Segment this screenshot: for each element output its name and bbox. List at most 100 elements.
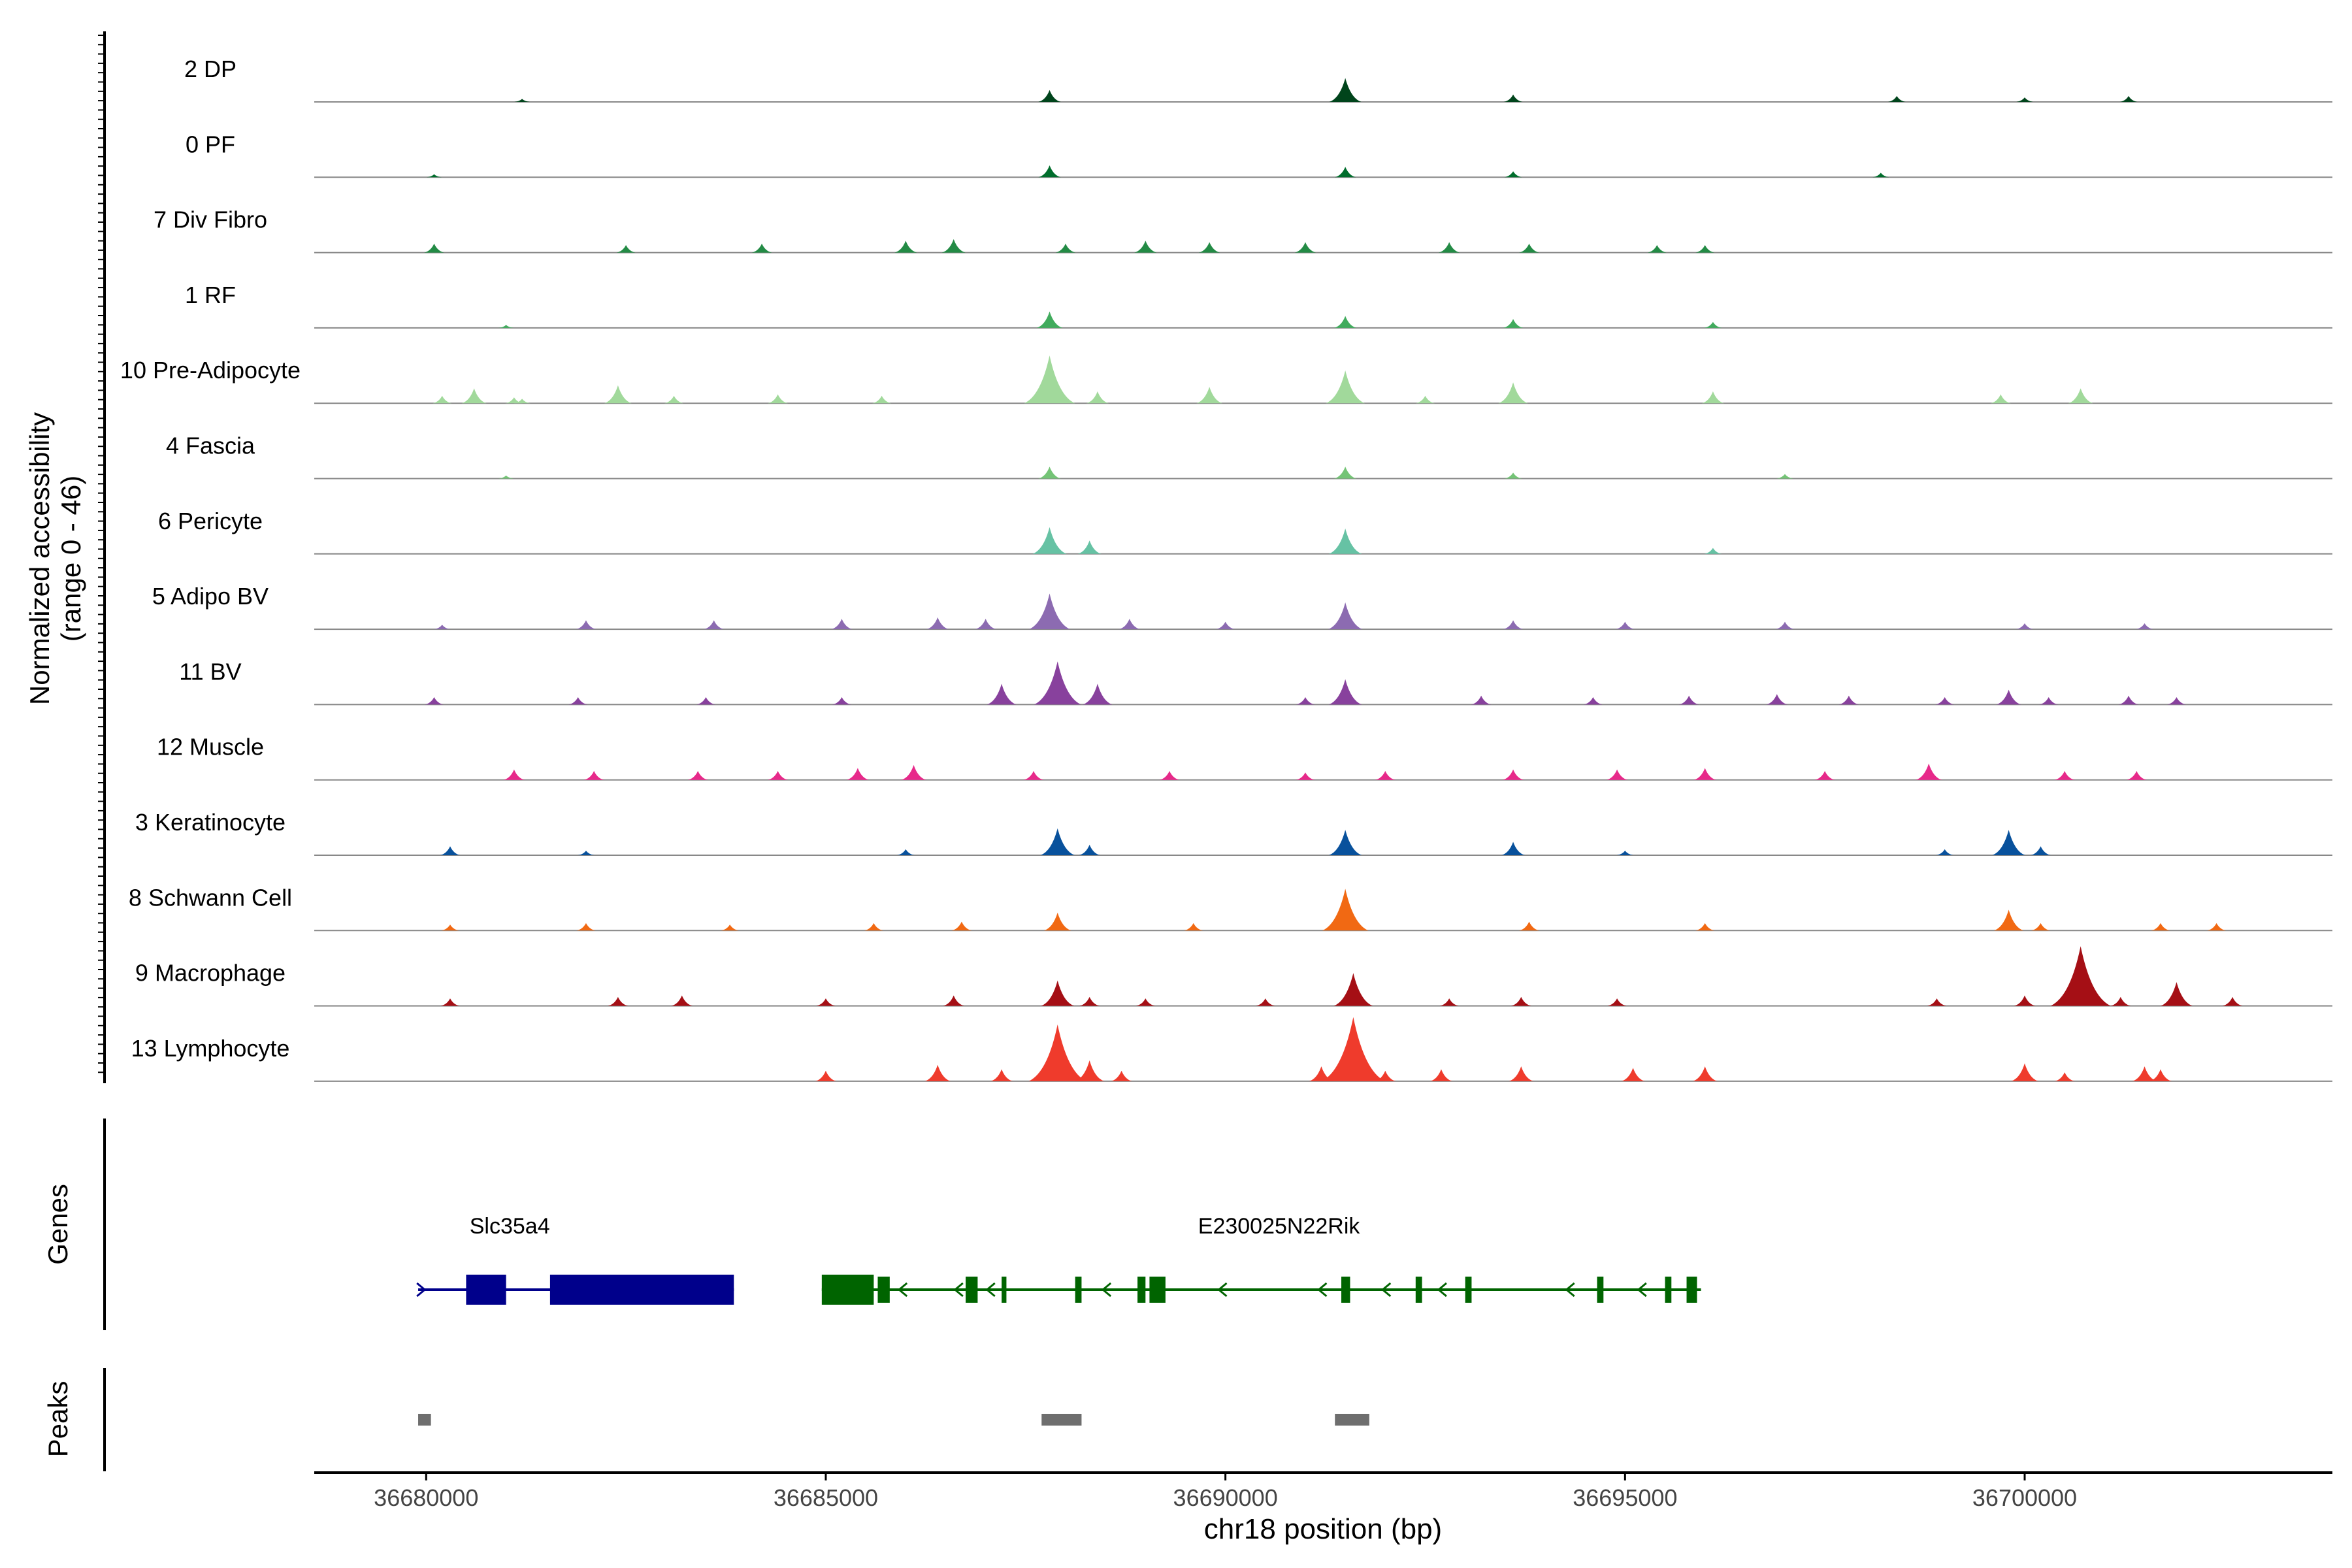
coverage-peak bbox=[1504, 171, 1522, 178]
coverage-peak bbox=[498, 475, 514, 479]
coverage-peak bbox=[1083, 683, 1113, 705]
track: 6 Pericyte bbox=[158, 508, 2332, 555]
coverage-peak bbox=[2135, 623, 2154, 630]
gene-exon bbox=[549, 1275, 734, 1305]
coverage-peak bbox=[1814, 771, 1835, 780]
coverage-peak bbox=[1055, 243, 1076, 253]
coverage-peak bbox=[1028, 1024, 1086, 1081]
coverage-peak bbox=[1134, 240, 1157, 253]
coverage-peak bbox=[1256, 998, 1275, 1006]
coverage-peak bbox=[1504, 472, 1522, 479]
coverage-peak bbox=[1509, 1066, 1534, 1081]
coverage-peak bbox=[576, 620, 596, 630]
coverage-peak bbox=[941, 239, 966, 253]
coverage-peak bbox=[1704, 321, 1722, 328]
strand-arrow bbox=[1217, 1282, 1228, 1298]
coverage-peak bbox=[1111, 1070, 1132, 1081]
coverage-peak bbox=[1375, 1070, 1396, 1081]
coverage-peak bbox=[2207, 923, 2227, 931]
coverage-peak bbox=[1041, 980, 1075, 1006]
coverage-peak bbox=[901, 764, 926, 780]
coverage-peak bbox=[696, 696, 715, 705]
coverage-peak bbox=[1990, 394, 2011, 404]
tracks: 2 DP 0 PF 7 Div Fibro 1 RF 10 Pre-Adipocyte 4… bbox=[120, 56, 2332, 1082]
coverage-peak bbox=[816, 998, 836, 1006]
coverage-peak bbox=[2119, 95, 2138, 102]
coverage-peak bbox=[2110, 996, 2131, 1006]
coverage-peak bbox=[1607, 998, 1627, 1006]
coverage-peak bbox=[2118, 695, 2139, 705]
coverage-peak bbox=[1326, 370, 1365, 404]
track: 13 Lymphocyte bbox=[131, 1017, 2332, 1082]
coverage-peak bbox=[768, 394, 788, 404]
coverage-peak bbox=[1993, 909, 2024, 931]
peak-region bbox=[1041, 1414, 1082, 1426]
track: 1 RF bbox=[185, 282, 2332, 329]
y-axis-label: Normalized accessibility bbox=[24, 412, 55, 705]
coverage-peak bbox=[1511, 996, 1531, 1006]
gene-name-label: E230025N22Rik bbox=[1198, 1214, 1361, 1239]
coverage-peak bbox=[503, 769, 525, 780]
coverage-peak bbox=[1775, 621, 1795, 630]
gene-exon bbox=[1597, 1277, 1604, 1303]
track: 5 Adipo BV bbox=[152, 583, 2332, 630]
track-label: 3 Keratinocyte bbox=[135, 809, 286, 836]
coverage-peak bbox=[1032, 527, 1067, 554]
coverage-peak bbox=[1501, 841, 1526, 855]
coverage-peak bbox=[2151, 923, 2170, 931]
coverage-peak bbox=[1038, 165, 1061, 178]
coverage-peak bbox=[1028, 593, 1071, 630]
gene: E230025N22Rik bbox=[821, 1214, 1701, 1305]
track: 11 BV bbox=[179, 658, 2332, 706]
coverage-peak bbox=[990, 1069, 1013, 1081]
coverage-peak bbox=[2014, 995, 2036, 1006]
coverage-peak bbox=[616, 245, 636, 253]
coverage-peak bbox=[1036, 311, 1063, 328]
strand-arrow bbox=[1565, 1282, 1575, 1298]
coverage-peak bbox=[1692, 1066, 1718, 1081]
coverage-peak bbox=[1992, 830, 2025, 855]
x-tick-label: 36700000 bbox=[1972, 1484, 2077, 1511]
coverage-peak bbox=[1936, 849, 1954, 855]
track: 12 Muscle bbox=[157, 734, 2332, 781]
gene-exon bbox=[1149, 1277, 1166, 1303]
strand-arrow bbox=[985, 1282, 996, 1298]
peak-region bbox=[1335, 1414, 1369, 1426]
gene-exon bbox=[466, 1275, 506, 1305]
coverage-peak bbox=[951, 921, 972, 931]
coverage-peak bbox=[687, 771, 708, 780]
coverage-peak bbox=[2016, 97, 2033, 102]
coverage-peak bbox=[872, 395, 892, 404]
coverage-peak bbox=[1296, 772, 1315, 780]
coverage-peak bbox=[2222, 996, 2243, 1006]
coverage-peak bbox=[721, 924, 739, 931]
coverage-peak bbox=[704, 620, 725, 630]
coverage-peak bbox=[2054, 771, 2075, 780]
coverage-peak bbox=[815, 1070, 837, 1081]
coverage-peak bbox=[1996, 689, 2021, 705]
coverage-peak bbox=[1766, 694, 1788, 705]
coverage-peak bbox=[1321, 1017, 1386, 1081]
coverage-peak bbox=[2031, 846, 2051, 855]
coverage-peak bbox=[1415, 395, 1435, 404]
coverage-peak bbox=[1159, 771, 1180, 780]
coverage-peak bbox=[2031, 923, 2050, 931]
strand-arrow bbox=[1637, 1282, 1647, 1298]
coverage-peak bbox=[1935, 696, 1955, 705]
coverage-peak bbox=[1503, 319, 1524, 328]
coverage-peak bbox=[1375, 771, 1396, 780]
coverage-peak bbox=[1519, 243, 1539, 253]
coverage-peak bbox=[1704, 547, 1722, 554]
strand-arrow bbox=[1380, 1282, 1392, 1298]
strand-arrow bbox=[897, 1282, 908, 1298]
coverage-peak bbox=[498, 325, 514, 328]
gene-annotations: Slc35a4 E230025N22Rik bbox=[416, 1214, 1701, 1305]
peaks-panel-label: Peaks bbox=[42, 1381, 73, 1458]
coverage-peak bbox=[1322, 889, 1369, 931]
coverage-peak bbox=[864, 923, 883, 931]
coverage-peak bbox=[426, 174, 442, 178]
coverage-peak bbox=[1198, 242, 1220, 253]
y-axis-label-range: (range 0 - 46) bbox=[56, 476, 86, 642]
coverage-peak bbox=[896, 849, 915, 855]
coverage-peak bbox=[1701, 391, 1725, 404]
